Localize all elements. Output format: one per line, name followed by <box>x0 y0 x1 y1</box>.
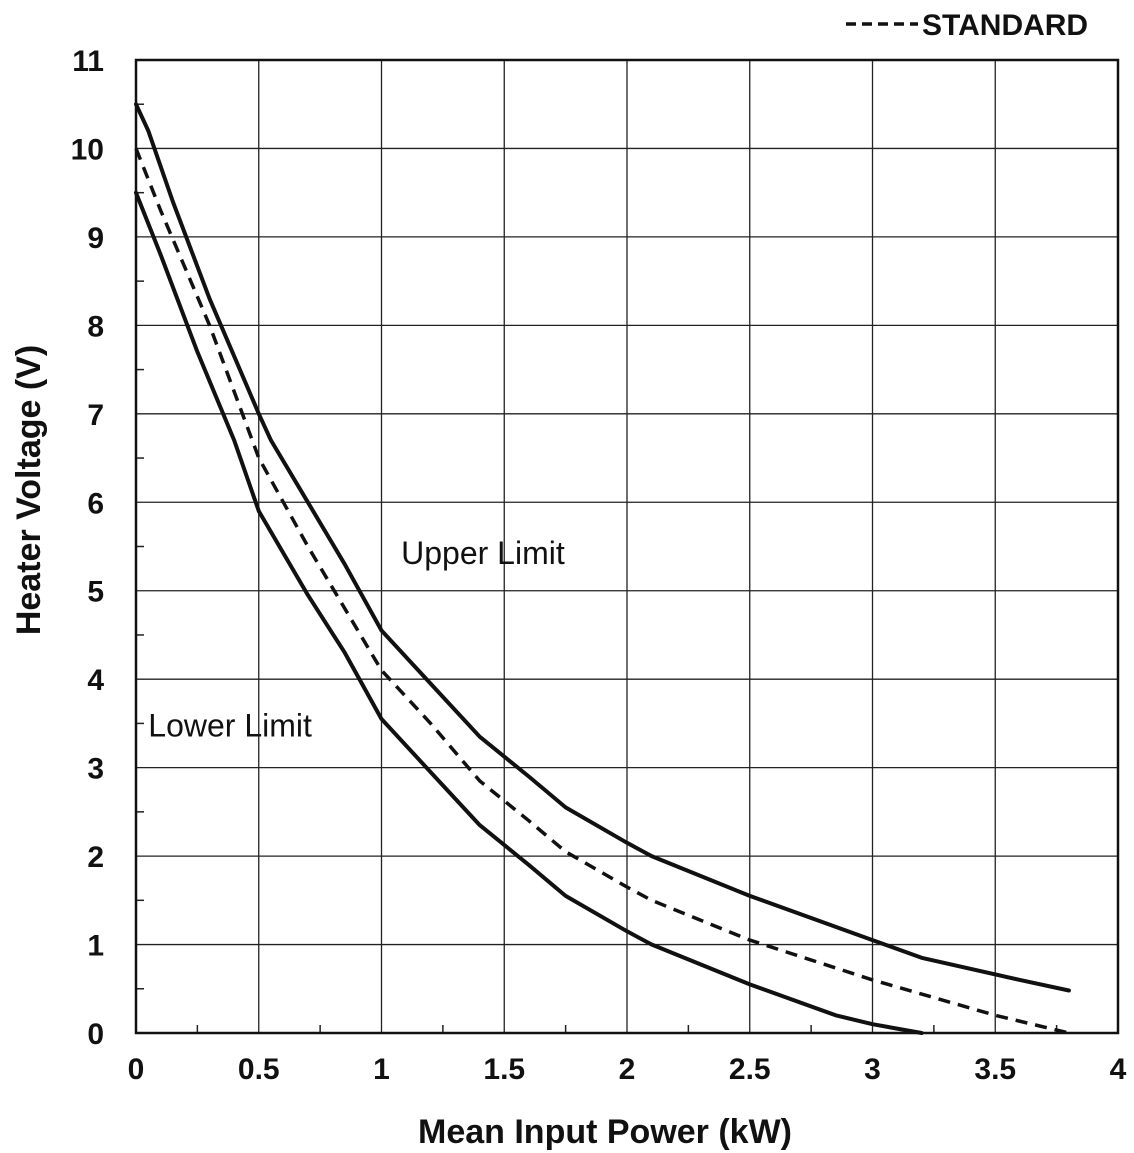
x-tick-label: 3 <box>864 1053 881 1086</box>
series-layer <box>134 102 1071 1035</box>
y-tick-label: 0 <box>87 1018 104 1051</box>
x-axis-title: Mean Input Power (kW) <box>418 1113 792 1151</box>
series-line-lower <box>134 190 924 1035</box>
x-tick-label: 0 <box>128 1053 145 1086</box>
x-tick-label: 1.5 <box>483 1053 525 1086</box>
legend: STANDARD <box>846 9 1088 42</box>
x-tick-labels: 0 0.5 1 1.5 2 2.5 3 3.5 4 <box>128 1053 1127 1086</box>
annotation-upper-limit: Upper Limit <box>401 535 565 571</box>
y-tick-label: 4 <box>87 664 104 697</box>
x-tick-label: 0.5 <box>238 1053 280 1086</box>
y-axis-title: Heater Voltage (V) <box>10 345 48 635</box>
x-tick-label: 3.5 <box>974 1053 1016 1086</box>
x-tick-label: 4 <box>1110 1053 1127 1086</box>
y-tick-label: 7 <box>87 399 104 432</box>
y-tick-label: 9 <box>87 222 104 255</box>
annotation-lower-limit: Lower Limit <box>148 708 312 744</box>
y-tick-label: 5 <box>87 576 104 609</box>
y-tick-label: 10 <box>71 133 104 166</box>
y-tick-label: 3 <box>87 753 104 786</box>
y-tick-label: 8 <box>87 310 104 343</box>
y-tick-label: 6 <box>87 487 104 520</box>
x-tick-label: 2 <box>619 1053 636 1086</box>
grid-lines <box>135 59 1119 1034</box>
series-line-standard <box>134 147 1070 1035</box>
series-line-upper <box>134 102 1071 993</box>
x-tick-label: 2.5 <box>729 1053 771 1086</box>
y-tick-label: 2 <box>87 841 104 874</box>
legend-label-standard: STANDARD <box>922 9 1088 42</box>
y-tick-label: 1 <box>87 930 104 963</box>
y-tick-label: 11 <box>72 45 104 78</box>
y-tick-labels: 0 1 2 3 4 5 6 7 8 9 10 11 <box>71 45 105 1051</box>
minor-ticks <box>136 103 1058 1033</box>
plot-frame <box>134 58 1120 1035</box>
x-tick-label: 1 <box>373 1053 390 1086</box>
